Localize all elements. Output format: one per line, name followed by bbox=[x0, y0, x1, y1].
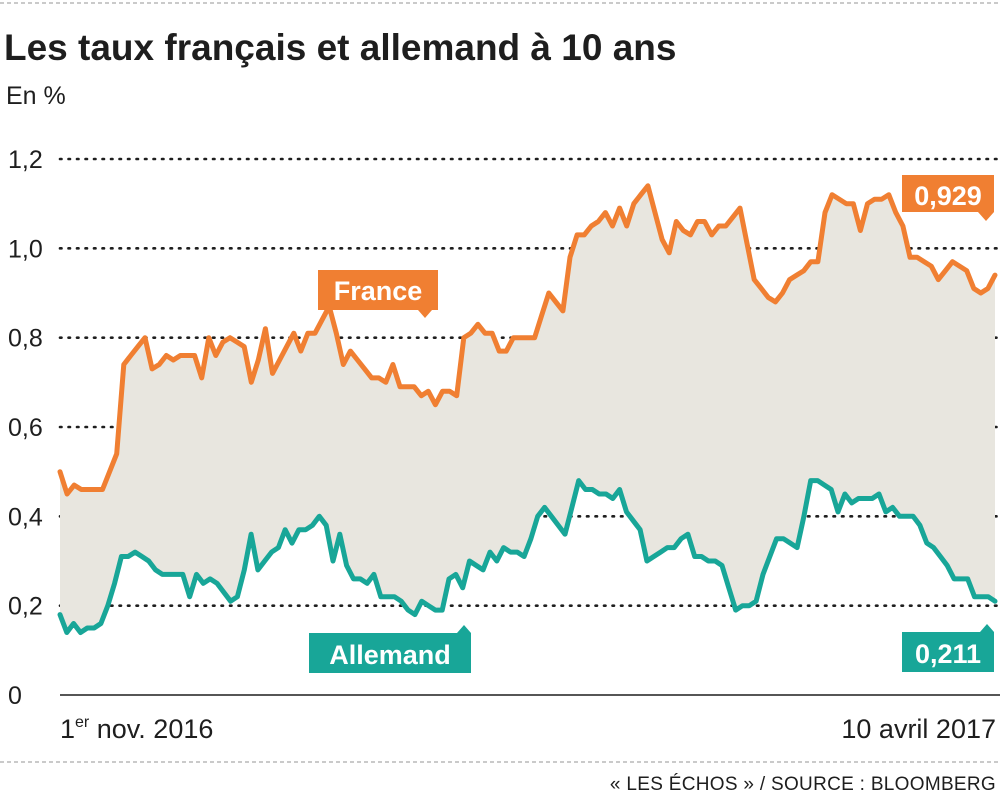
allemand-value-badge: 0,211 bbox=[902, 624, 994, 672]
x-end-label: 10 avril 2017 bbox=[841, 714, 996, 744]
x-start-label: 1er nov. 2016 bbox=[60, 714, 213, 744]
allemand-value-label: 0,211 bbox=[915, 639, 981, 669]
y-tick-label-3: 0,6 bbox=[8, 414, 43, 442]
allemand-value-badge-bg bbox=[902, 624, 994, 672]
series-lines bbox=[57, 183, 998, 635]
y-tick-label-0: 0 bbox=[8, 682, 22, 710]
france-value-badge-bg bbox=[902, 175, 994, 221]
chart-subtitle: En % bbox=[6, 82, 66, 110]
france-name-label: France bbox=[334, 276, 423, 306]
france-value-label: 0,929 bbox=[914, 181, 982, 211]
france-value-badge: 0,929 bbox=[902, 175, 994, 221]
allemand-name-label: Allemand bbox=[329, 640, 451, 670]
y-tick-label-6: 1,2 bbox=[8, 146, 43, 174]
area-between-series bbox=[60, 185, 995, 633]
france-name-badge: France bbox=[318, 270, 438, 318]
source-note: « LES ÉCHOS » / SOURCE : BLOOMBERG bbox=[610, 774, 996, 795]
series-line-france bbox=[57, 183, 998, 497]
allemand-name-badge: Allemand bbox=[309, 625, 471, 673]
y-tick-label-2: 0,4 bbox=[8, 503, 43, 531]
chart-title: Les taux français et allemand à 10 ans bbox=[4, 27, 677, 68]
y-tick-label-4: 0,8 bbox=[8, 325, 43, 353]
france-name-badge-bg bbox=[318, 270, 438, 318]
y-tick-label-1: 0,2 bbox=[8, 593, 43, 621]
y-tick-label-5: 1,0 bbox=[8, 235, 43, 263]
y-tick-labels: 0 0,2 0,4 0,6 0,8 1,0 1,2 bbox=[8, 146, 43, 710]
allemand-name-badge-bg bbox=[309, 625, 471, 673]
series-line-allemand bbox=[57, 478, 998, 635]
